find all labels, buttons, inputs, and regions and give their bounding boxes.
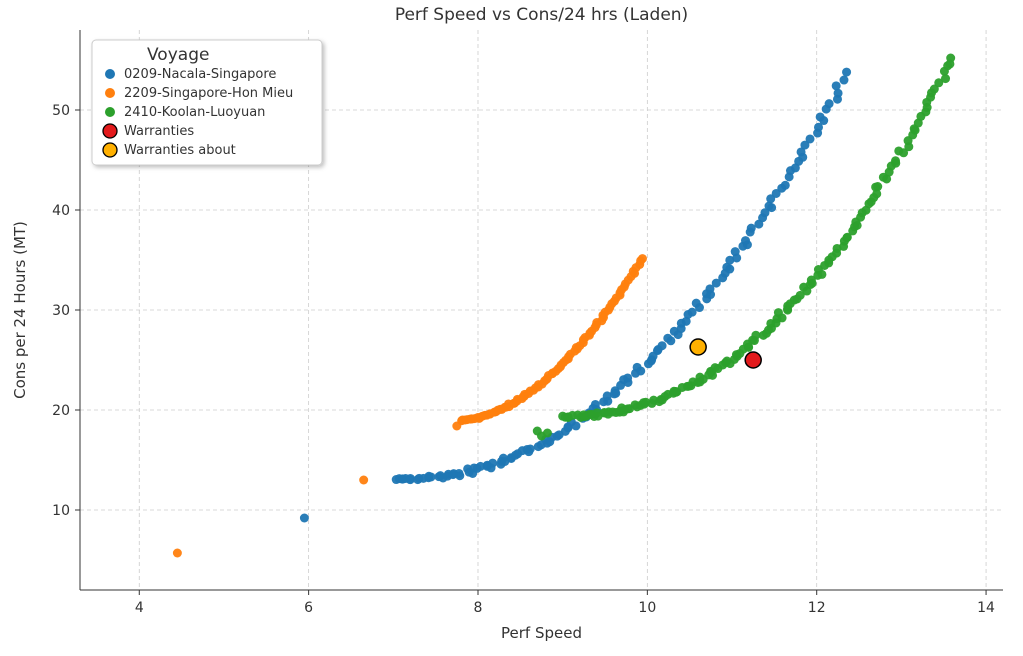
data-point xyxy=(692,299,701,308)
legend-marker xyxy=(105,107,115,117)
scatter-chart: Perf Speed vs Cons/24 hrs (Laden) 4 6 8 10 1… xyxy=(0,0,1023,656)
data-point xyxy=(842,68,851,77)
data-point xyxy=(455,469,464,478)
data-point xyxy=(533,427,542,436)
chart-title: Perf Speed vs Cons/24 hrs (Laden) xyxy=(395,5,688,25)
data-point xyxy=(839,76,848,85)
data-point xyxy=(825,99,834,108)
data-point xyxy=(638,254,647,263)
series-2209-Singapore-Hon Mieu xyxy=(173,254,647,557)
legend-marker xyxy=(105,88,115,98)
chart-svg: Perf Speed vs Cons/24 hrs (Laden) 4 6 8 10 1… xyxy=(0,0,1023,656)
x-tick-label: 6 xyxy=(304,600,313,616)
data-point xyxy=(946,54,955,63)
data-point xyxy=(300,514,309,523)
data-point xyxy=(806,134,815,143)
y-tick-label: 10 xyxy=(52,503,70,519)
data-point xyxy=(781,181,790,190)
legend-label: 2209-Singapore-Hon Mieu xyxy=(124,86,293,101)
legend-label: Warranties xyxy=(124,124,194,139)
data-point xyxy=(741,236,750,245)
data-point xyxy=(623,373,632,382)
y-tick-label: 40 xyxy=(52,203,70,219)
data-point xyxy=(894,146,903,155)
data-point xyxy=(633,363,642,372)
y-tick-label: 50 xyxy=(52,103,70,119)
legend-label: 0209-Nacala-Singapore xyxy=(124,67,276,82)
x-tick-label: 12 xyxy=(808,600,826,616)
data-point xyxy=(747,224,756,233)
y-tick-label: 20 xyxy=(52,403,70,419)
data-point xyxy=(722,357,731,366)
data-point xyxy=(488,459,497,468)
legend-marker xyxy=(103,124,117,138)
data-point xyxy=(173,549,182,558)
data-point xyxy=(658,341,667,350)
data-point xyxy=(832,81,841,90)
x-tick-label: 14 xyxy=(977,600,995,616)
legend-label: 2410-Koolan-Luoyuan xyxy=(124,105,265,120)
data-point xyxy=(427,472,436,481)
data-point xyxy=(891,156,900,165)
x-tick-label: 8 xyxy=(474,600,483,616)
data-point xyxy=(591,400,600,409)
data-point xyxy=(695,373,704,382)
special-point-Warranties xyxy=(745,352,761,368)
series-0209-Nacala-Singapore xyxy=(300,68,851,523)
data-point xyxy=(816,112,825,121)
x-tick-label: 10 xyxy=(638,600,656,616)
legend-label: Warranties about xyxy=(124,143,236,158)
legend-marker xyxy=(103,143,117,157)
legend-title: Voyage xyxy=(147,45,209,65)
data-point xyxy=(499,454,508,463)
y-axis-label: Cons per 24 Hours (MT) xyxy=(11,221,29,399)
data-point xyxy=(543,429,552,438)
data-point xyxy=(526,444,535,453)
data-point xyxy=(359,476,368,485)
x-tick-label: 4 xyxy=(135,600,144,616)
data-point xyxy=(452,422,461,431)
data-point xyxy=(663,334,672,343)
x-axis-label: Perf Speed xyxy=(501,624,582,642)
legend: Voyage 0209-Nacala-Singapore 2209-Singapor… xyxy=(92,40,322,165)
special-point-Warranties about xyxy=(690,339,706,355)
legend-marker xyxy=(105,69,115,79)
y-tick-label: 30 xyxy=(52,303,70,319)
data-point xyxy=(873,182,882,191)
data-point xyxy=(774,308,783,317)
data-point xyxy=(731,247,740,256)
